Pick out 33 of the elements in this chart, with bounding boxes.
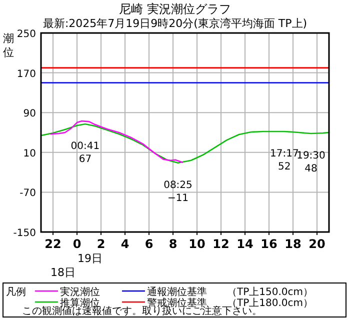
x-tick-label: 14 (236, 237, 254, 251)
legend-label: 推算潮位 (60, 297, 100, 309)
annotation: 00:41 67 (70, 141, 100, 166)
x-tick-label: 12 (212, 237, 230, 251)
annotation: 19:30 48 (296, 150, 326, 174)
x-tick-label: 8 (168, 237, 178, 251)
annotation: 08:25 −11 (164, 180, 192, 204)
x-tick-label: 4 (120, 237, 130, 251)
line-series (40, 123, 330, 164)
line-series (50, 120, 184, 163)
y-tick-label: 10 (23, 148, 36, 160)
annotation: 17:17 52 (270, 148, 299, 173)
text: 18日 (50, 266, 76, 279)
text: 19日 (78, 252, 102, 265)
x-tick-label: 22 (44, 237, 62, 251)
legend-title: 凡例 (6, 287, 26, 298)
x-tick-label: 20 (308, 237, 326, 251)
chart-subtitle: 最新:2025年7月19日9時20分(東京湾平均海面 TP上) (42, 17, 308, 30)
x-tick-label: 0 (72, 237, 82, 251)
y-axis-title: 潮位 (3, 32, 14, 59)
x-tick-label: 18 (284, 237, 302, 251)
y-tick-label: -150 (13, 228, 36, 239)
legend-label: 通報潮位基準 （TP上150.0cm） (147, 286, 314, 298)
x-tick-label: 6 (144, 237, 154, 251)
y-tick-label: 250 (16, 29, 36, 40)
x-tick-label: 16 (260, 237, 278, 251)
y-tick-label: 90 (23, 108, 36, 120)
y-tick-label: 170 (16, 68, 36, 80)
x-tick-label: 10 (188, 237, 206, 251)
legend-label: 実況潮位 (60, 286, 100, 298)
chart-title: 尼崎 実況潮位グラフ (119, 2, 231, 16)
y-tick-label: -70 (20, 188, 36, 200)
x-tick-label: 2 (96, 237, 106, 251)
